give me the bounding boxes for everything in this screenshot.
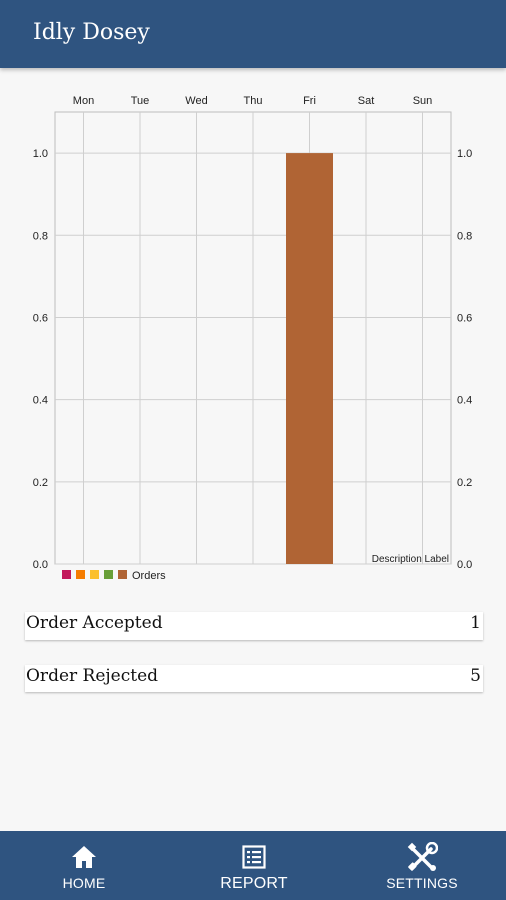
nav-settings-label: SETTINGS	[386, 875, 458, 891]
tools-icon	[406, 842, 438, 871]
x-tick-label: Sun	[413, 95, 433, 107]
bottom-navigation: HOME REPORT	[0, 831, 506, 900]
x-tick-label: Wed	[185, 95, 207, 107]
x-tick-label: Fri	[303, 95, 316, 107]
x-tick-label: Tue	[131, 95, 150, 107]
legend-swatch	[104, 570, 113, 579]
y-tick-label-left: 0.8	[33, 230, 48, 242]
chart-grid	[54, 111, 452, 565]
legend-swatch	[118, 570, 127, 579]
order-rejected-value: 5	[470, 666, 481, 686]
order-rejected-label: Order Rejected	[26, 666, 159, 686]
y-tick-label-right: 0.4	[457, 395, 472, 407]
app-title: Idly Dosey	[33, 20, 150, 45]
nav-settings-button[interactable]: SETTINGS	[376, 831, 468, 900]
chart-description-label: Description Label	[372, 554, 449, 565]
y-tick-label-left: 0.0	[33, 559, 48, 571]
y-tick-label-right: 0.2	[457, 477, 472, 489]
y-tick-label-right: 0.8	[457, 230, 472, 242]
report-icon	[242, 843, 266, 871]
stat-row-order-rejected: Order Rejected 5	[25, 665, 483, 692]
y-tick-label-right: 1.0	[457, 148, 472, 160]
y-tick-label-left: 0.6	[33, 312, 48, 324]
order-accepted-value: 1	[470, 613, 481, 633]
y-tick-label-left: 0.2	[33, 477, 48, 489]
app-bar: Idly Dosey	[0, 0, 506, 68]
bar-fri	[286, 153, 333, 564]
chart-legend	[62, 570, 127, 579]
legend-swatch	[62, 570, 71, 579]
order-accepted-label: Order Accepted	[26, 613, 163, 633]
y-tick-label-left: 1.0	[33, 148, 48, 160]
nav-report-label: REPORT	[220, 875, 288, 892]
chart-labels: 0.0 0.0 0.2 0.2 0.4 0.4 0.6 0.6 0.8 0.8 1.0 1.0 Mon T…	[33, 95, 473, 571]
legend-swatch	[90, 570, 99, 579]
stat-row-order-accepted: Order Accepted 1	[25, 612, 483, 640]
y-tick-label-right: 0.0	[457, 559, 472, 571]
y-tick-label-left: 0.4	[33, 395, 48, 407]
legend-label-orders: Orders	[132, 570, 166, 582]
orders-bar-chart: 0.0 0.0 0.2 0.2 0.4 0.4 0.6 0.6 0.8 0.8 1.0 1.0 Mon T…	[33, 95, 473, 582]
home-icon	[71, 843, 97, 871]
nav-home-label: HOME	[62, 875, 106, 891]
x-tick-label: Thu	[244, 95, 263, 107]
nav-report-button[interactable]: REPORT	[208, 831, 300, 900]
x-tick-label: Mon	[73, 95, 94, 107]
y-tick-label-right: 0.6	[457, 312, 472, 324]
legend-swatch	[76, 570, 85, 579]
chart-bars	[286, 153, 333, 564]
nav-home-button[interactable]: HOME	[44, 831, 124, 900]
x-tick-label: Sat	[358, 95, 375, 107]
